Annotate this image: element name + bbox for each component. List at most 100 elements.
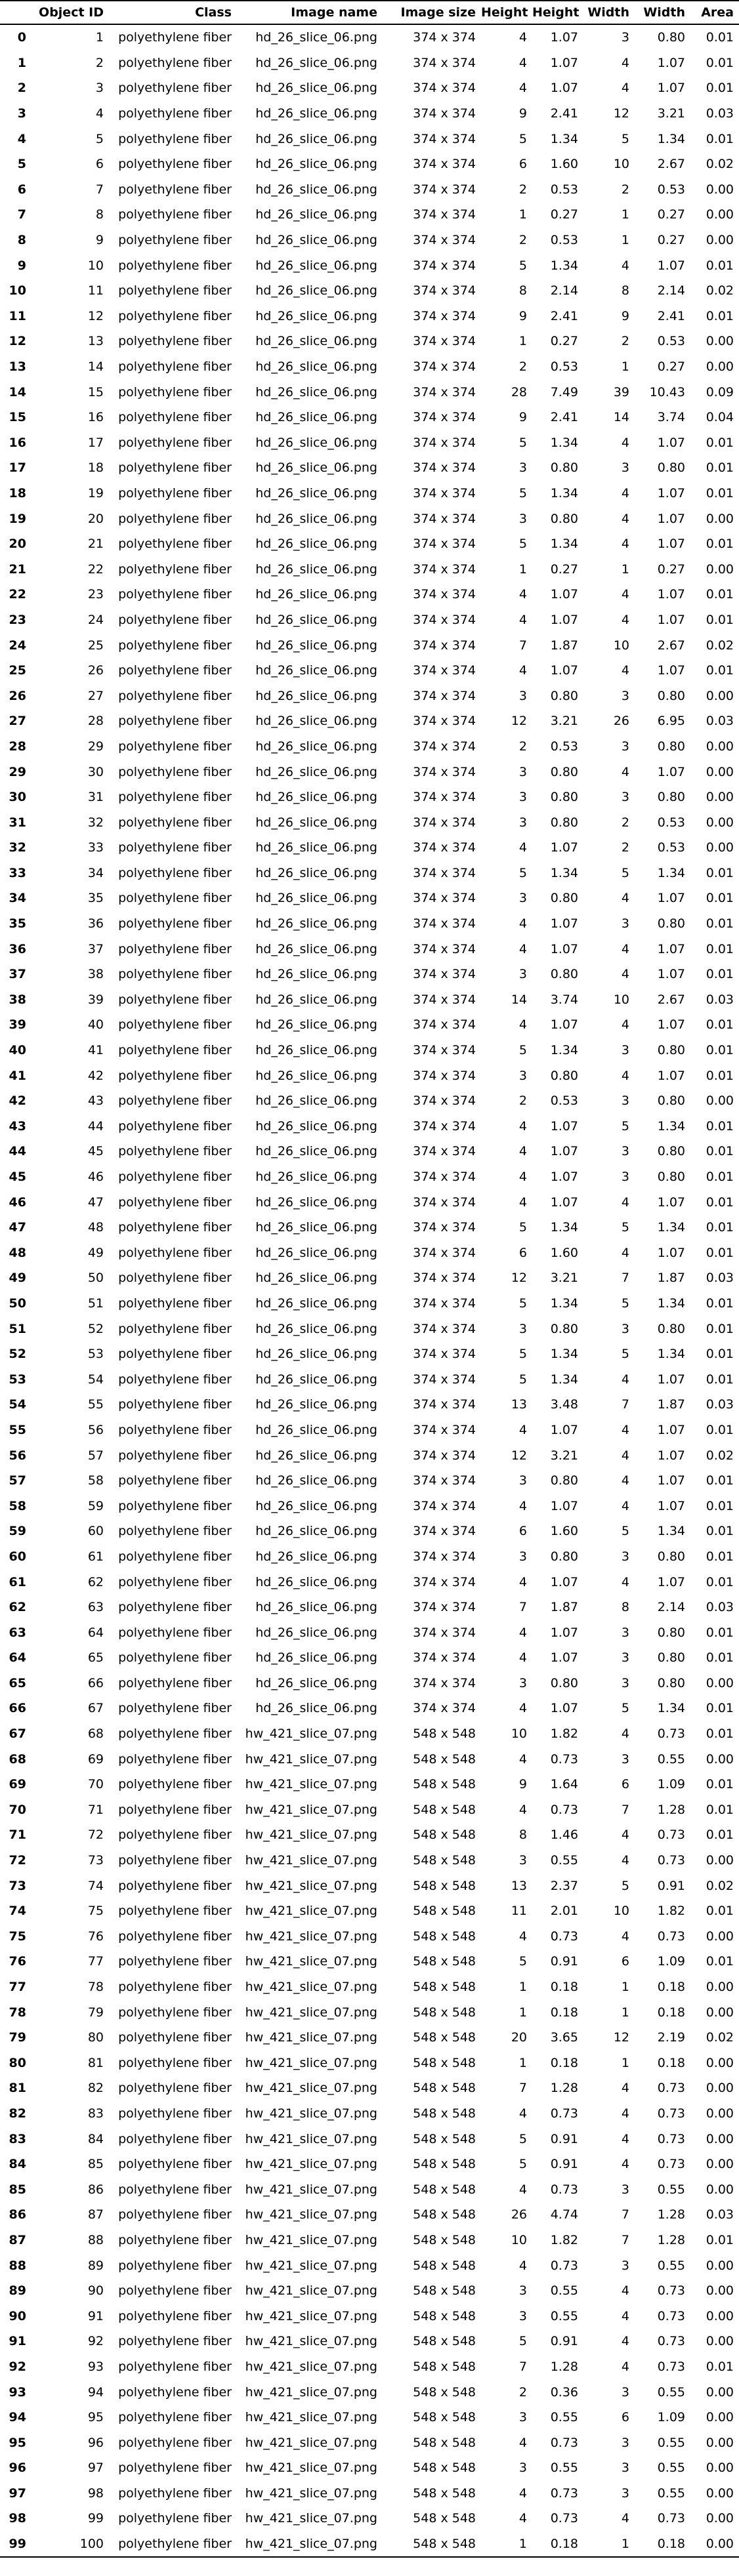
table-row[interactable]: 66 67 polyethylene fiber hd_26_slice_06.png…	[0, 1696, 739, 1721]
header-height-px[interactable]: Height	[481, 5, 528, 20]
table-row[interactable]: 90 91 polyethylene fiber hw_421_slice_07.pn…	[0, 2303, 739, 2329]
table-row[interactable]: 56 57 polyethylene fiber hd_26_slice_06.png…	[0, 1442, 739, 1468]
header-area[interactable]: Area	[701, 5, 734, 20]
table-row[interactable]: 13 14 polyethylene fiber hd_26_slice_06.png…	[0, 354, 739, 380]
table-row[interactable]: 4 5 polyethylene fiber hd_26_slice_06.png 37…	[0, 126, 739, 152]
header-image-name[interactable]: Image name	[291, 5, 377, 20]
table-row[interactable]: 81 82 polyethylene fiber hw_421_slice_07.pn…	[0, 2075, 739, 2101]
table-row[interactable]: 7 8 polyethylene fiber hd_26_slice_06.png 37…	[0, 202, 739, 228]
table-row[interactable]: 49 50 polyethylene fiber hd_26_slice_06.png…	[0, 1265, 739, 1291]
table-row[interactable]: 87 88 polyethylene fiber hw_421_slice_07.pn…	[0, 2228, 739, 2253]
table-row[interactable]: 12 13 polyethylene fiber hd_26_slice_06.png…	[0, 329, 739, 354]
table-row[interactable]: 74 75 polyethylene fiber hw_421_slice_07.pn…	[0, 1898, 739, 1924]
table-row[interactable]: 29 30 polyethylene fiber hd_26_slice_06.png…	[0, 759, 739, 785]
table-row[interactable]: 93 94 polyethylene fiber hw_421_slice_07.pn…	[0, 2379, 739, 2405]
table-row[interactable]: 31 32 polyethylene fiber hd_26_slice_06.png…	[0, 809, 739, 835]
table-row[interactable]: 28 29 polyethylene fiber hd_26_slice_06.png…	[0, 734, 739, 760]
header-image-size[interactable]: Image size	[400, 5, 476, 20]
table-row[interactable]: 30 31 polyethylene fiber hd_26_slice_06.png…	[0, 785, 739, 810]
table-row[interactable]: 5 6 polyethylene fiber hd_26_slice_06.png 37…	[0, 152, 739, 177]
table-row[interactable]: 58 59 polyethylene fiber hd_26_slice_06.png…	[0, 1493, 739, 1519]
table-row[interactable]: 42 43 polyethylene fiber hd_26_slice_06.png…	[0, 1088, 739, 1114]
table-row[interactable]: 54 55 polyethylene fiber hd_26_slice_06.png…	[0, 1392, 739, 1418]
table-row[interactable]: 10 11 polyethylene fiber hd_26_slice_06.png…	[0, 278, 739, 304]
table-row[interactable]: 91 92 polyethylene fiber hw_421_slice_07.pn…	[0, 2329, 739, 2354]
table-row[interactable]: 57 58 polyethylene fiber hd_26_slice_06.png…	[0, 1468, 739, 1494]
table-row[interactable]: 1 2 polyethylene fiber hd_26_slice_06.png 37…	[0, 51, 739, 76]
table-row[interactable]: 53 54 polyethylene fiber hd_26_slice_06.png…	[0, 1366, 739, 1392]
header-height-scaled[interactable]: Height	[532, 5, 580, 20]
table-row[interactable]: 40 41 polyethylene fiber hd_26_slice_06.png…	[0, 1038, 739, 1063]
table-row[interactable]: 76 77 polyethylene fiber hw_421_slice_07.pn…	[0, 1949, 739, 1974]
table-row[interactable]: 50 51 polyethylene fiber hd_26_slice_06.png…	[0, 1291, 739, 1317]
table-row[interactable]: 55 56 polyethylene fiber hd_26_slice_06.png…	[0, 1418, 739, 1443]
table-row[interactable]: 98 99 polyethylene fiber hw_421_slice_07.pn…	[0, 2506, 739, 2531]
table-row[interactable]: 69 70 polyethylene fiber hw_421_slice_07.pn…	[0, 1772, 739, 1797]
table-row[interactable]: 20 21 polyethylene fiber hd_26_slice_06.png…	[0, 531, 739, 557]
table-row[interactable]: 75 76 polyethylene fiber hw_421_slice_07.pn…	[0, 1924, 739, 1950]
table-row[interactable]: 70 71 polyethylene fiber hw_421_slice_07.pn…	[0, 1797, 739, 1823]
table-row[interactable]: 32 33 polyethylene fiber hd_26_slice_06.png…	[0, 835, 739, 861]
table-row[interactable]: 95 96 polyethylene fiber hw_421_slice_07.pn…	[0, 2430, 739, 2455]
header-class[interactable]: Class	[195, 5, 232, 20]
table-row[interactable]: 6 7 polyethylene fiber hd_26_slice_06.png 37…	[0, 177, 739, 203]
table-row[interactable]: 9 10 polyethylene fiber hd_26_slice_06.png 3…	[0, 253, 739, 278]
table-row[interactable]: 77 78 polyethylene fiber hw_421_slice_07.pn…	[0, 1974, 739, 2000]
table-row[interactable]: 51 52 polyethylene fiber hd_26_slice_06.png…	[0, 1316, 739, 1341]
table-row[interactable]: 41 42 polyethylene fiber hd_26_slice_06.png…	[0, 1063, 739, 1088]
table-row[interactable]: 2 3 polyethylene fiber hd_26_slice_06.png 37…	[0, 75, 739, 101]
table-row[interactable]: 35 36 polyethylene fiber hd_26_slice_06.png…	[0, 911, 739, 937]
table-row[interactable]: 34 35 polyethylene fiber hd_26_slice_06.png…	[0, 886, 739, 911]
table-row[interactable]: 47 48 polyethylene fiber hd_26_slice_06.png…	[0, 1215, 739, 1240]
table-row[interactable]: 85 86 polyethylene fiber hw_421_slice_07.pn…	[0, 2177, 739, 2202]
table-row[interactable]: 73 74 polyethylene fiber hw_421_slice_07.pn…	[0, 1873, 739, 1898]
table-row[interactable]: 63 64 polyethylene fiber hd_26_slice_06.png…	[0, 1620, 739, 1645]
table-row[interactable]: 14 15 polyethylene fiber hd_26_slice_06.png…	[0, 379, 739, 405]
table-row[interactable]: 33 34 polyethylene fiber hd_26_slice_06.png…	[0, 861, 739, 886]
table-row[interactable]: 21 22 polyethylene fiber hd_26_slice_06.png…	[0, 556, 739, 582]
table-row[interactable]: 92 93 polyethylene fiber hw_421_slice_07.pn…	[0, 2354, 739, 2380]
table-row[interactable]: 84 85 polyethylene fiber hw_421_slice_07.pn…	[0, 2152, 739, 2177]
table-row[interactable]: 83 84 polyethylene fiber hw_421_slice_07.pn…	[0, 2126, 739, 2152]
header-object-id[interactable]: Object ID	[39, 5, 104, 20]
table-row[interactable]: 67 68 polyethylene fiber hw_421_slice_07.pn…	[0, 1721, 739, 1747]
table-row[interactable]: 19 20 polyethylene fiber hd_26_slice_06.png…	[0, 506, 739, 531]
table-row[interactable]: 3 4 polyethylene fiber hd_26_slice_06.png 37…	[0, 101, 739, 127]
table-row[interactable]: 11 12 polyethylene fiber hd_26_slice_06.png…	[0, 304, 739, 329]
table-row[interactable]: 52 53 polyethylene fiber hd_26_slice_06.png…	[0, 1341, 739, 1367]
table-row[interactable]: 17 18 polyethylene fiber hd_26_slice_06.png…	[0, 455, 739, 481]
table-row[interactable]: 15 16 polyethylene fiber hd_26_slice_06.png…	[0, 405, 739, 430]
table-row[interactable]: 27 28 polyethylene fiber hd_26_slice_06.png…	[0, 708, 739, 734]
table-row[interactable]: 44 45 polyethylene fiber hd_26_slice_06.png…	[0, 1139, 739, 1164]
table-row[interactable]: 61 62 polyethylene fiber hd_26_slice_06.png…	[0, 1569, 739, 1595]
table-row[interactable]: 45 46 polyethylene fiber hd_26_slice_06.png…	[0, 1164, 739, 1190]
table-row[interactable]: 48 49 polyethylene fiber hd_26_slice_06.png…	[0, 1240, 739, 1266]
table-row[interactable]: 18 19 polyethylene fiber hd_26_slice_06.png…	[0, 481, 739, 506]
table-row[interactable]: 99 100 polyethylene fiber hw_421_slice_07.p…	[0, 2531, 739, 2558]
table-row[interactable]: 97 98 polyethylene fiber hw_421_slice_07.pn…	[0, 2481, 739, 2506]
table-row[interactable]: 0 1 polyethylene fiber hd_26_slice_06.png 37…	[0, 24, 739, 51]
table-row[interactable]: 26 27 polyethylene fiber hd_26_slice_06.png…	[0, 683, 739, 708]
table-row[interactable]: 43 44 polyethylene fiber hd_26_slice_06.png…	[0, 1114, 739, 1139]
table-row[interactable]: 36 37 polyethylene fiber hd_26_slice_06.png…	[0, 936, 739, 962]
table-row[interactable]: 37 38 polyethylene fiber hd_26_slice_06.png…	[0, 962, 739, 987]
table-row[interactable]: 62 63 polyethylene fiber hd_26_slice_06.png…	[0, 1595, 739, 1620]
table-row[interactable]: 22 23 polyethylene fiber hd_26_slice_06.png…	[0, 582, 739, 607]
table-row[interactable]: 71 72 polyethylene fiber hw_421_slice_07.pn…	[0, 1822, 739, 1848]
table-row[interactable]: 79 80 polyethylene fiber hw_421_slice_07.pn…	[0, 2025, 739, 2051]
header-width-scaled[interactable]: Width	[643, 5, 685, 20]
table-row[interactable]: 96 97 polyethylene fiber hw_421_slice_07.pn…	[0, 2455, 739, 2481]
table-row[interactable]: 59 60 polyethylene fiber hd_26_slice_06.png…	[0, 1519, 739, 1544]
table-row[interactable]: 24 25 polyethylene fiber hd_26_slice_06.png…	[0, 632, 739, 658]
table-row[interactable]: 86 87 polyethylene fiber hw_421_slice_07.pn…	[0, 2202, 739, 2228]
table-row[interactable]: 88 89 polyethylene fiber hw_421_slice_07.pn…	[0, 2253, 739, 2278]
table-row[interactable]: 82 83 polyethylene fiber hw_421_slice_07.pn…	[0, 2101, 739, 2127]
table-row[interactable]: 72 73 polyethylene fiber hw_421_slice_07.pn…	[0, 1848, 739, 1873]
table-row[interactable]: 23 24 polyethylene fiber hd_26_slice_06.png…	[0, 607, 739, 633]
table-row[interactable]: 64 65 polyethylene fiber hd_26_slice_06.png…	[0, 1645, 739, 1671]
header-index[interactable]	[0, 1, 30, 24]
header-width-px[interactable]: Width	[587, 5, 629, 20]
table-row[interactable]: 89 90 polyethylene fiber hw_421_slice_07.pn…	[0, 2278, 739, 2304]
table-row[interactable]: 38 39 polyethylene fiber hd_26_slice_06.png…	[0, 987, 739, 1013]
table-row[interactable]: 80 81 polyethylene fiber hw_421_slice_07.pn…	[0, 2051, 739, 2076]
